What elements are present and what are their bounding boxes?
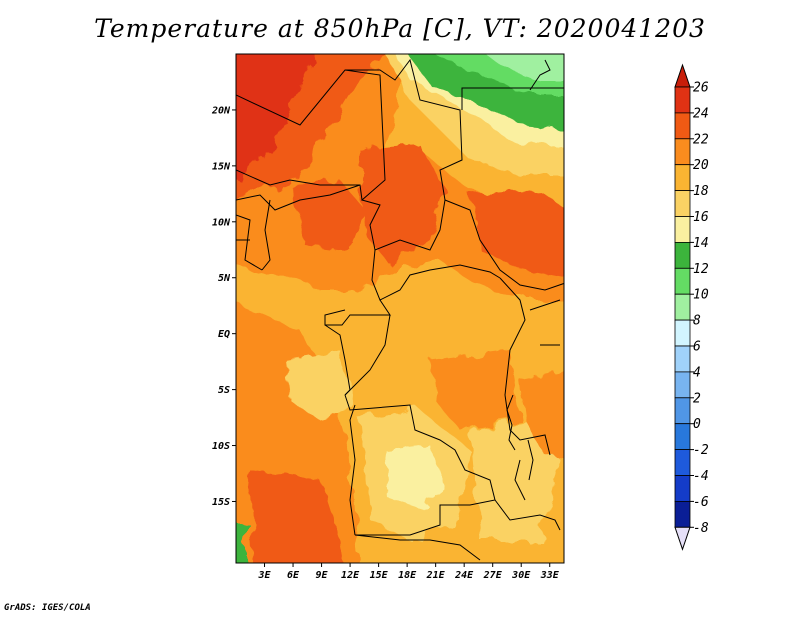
lat-tick-label: 15N (212, 161, 231, 172)
colorbar-bin (674, 319, 691, 347)
lat-tick-label: 5S (218, 385, 230, 396)
lat-ticks: 20N 15N 10N 5N EQ 5S 10S 15S (211, 105, 236, 508)
colorbar-bin (674, 267, 691, 295)
colorbar-label: 20 (693, 158, 709, 173)
lat-tick-label: 10N (212, 217, 231, 228)
colorbar-label: 8 (693, 314, 701, 329)
lat-tick-label: 20N (211, 105, 231, 116)
colorbar-label: 16 (693, 210, 709, 225)
colorbar-label: 24 (693, 106, 709, 121)
lon-tick-label: 24E (454, 570, 474, 581)
colorbar-max-arrow (674, 63, 691, 88)
plot-frame (235, 53, 565, 564)
lat-tick-label: 15S (212, 497, 230, 508)
colorbar-bin (674, 449, 691, 476)
colorbar-bin (674, 190, 691, 217)
colorbar-bin (674, 241, 691, 269)
colorbar-label: 12 (693, 262, 709, 277)
lon-tick-label: 18E (398, 570, 417, 581)
colorbar-bin (674, 86, 691, 114)
lat-tick-label: 10S (212, 441, 230, 452)
colorbar-bin (674, 475, 691, 502)
colorbar-label: 22 (693, 132, 709, 147)
colorbar-bin (674, 216, 691, 243)
colorbar-bin (674, 164, 691, 191)
lon-ticks: 3E 6E 9E 12E 15E 18E 21E 24E 27E 30E 33E (257, 563, 560, 581)
colorbar-label: 26 (693, 81, 709, 96)
grads-credit: GrADS: IGES/COLA (4, 603, 91, 613)
colorbar-label: -4 (693, 469, 709, 484)
lon-tick-label: 27E (483, 570, 503, 581)
lon-tick-label: 9E (316, 570, 329, 581)
colorbar-label: 4 (693, 365, 701, 380)
lon-tick-label: 30E (511, 570, 531, 581)
colorbar-label: 10 (693, 288, 709, 303)
colorbar-bin (674, 500, 691, 528)
colorbar-bin (674, 293, 691, 321)
colorbar-label: 2 (693, 391, 701, 406)
colorbar-bin (674, 397, 691, 425)
colorbar-label: 18 (693, 184, 709, 199)
lon-tick-label: 12E (341, 570, 360, 581)
lon-tick-label: 6E (287, 570, 300, 581)
temperature-field (236, 54, 564, 563)
lon-tick-label: 33E (540, 570, 560, 581)
lon-tick-label: 21E (426, 570, 446, 581)
colorbar-bin (674, 371, 691, 399)
colorbar-label: -8 (693, 521, 709, 536)
colorbar-label: -2 (693, 443, 709, 458)
colorbar-label: 14 (693, 236, 709, 251)
colorbar-label: -6 (693, 495, 709, 510)
lon-tick-label: 15E (370, 570, 389, 581)
colorbar-label: 0 (693, 417, 701, 432)
colorbar-min-arrow (674, 526, 691, 551)
lon-tick-label: 3E (257, 570, 271, 581)
lat-tick-label: 5N (218, 273, 231, 284)
colorbar-bin (674, 345, 691, 373)
colorbar-bin (674, 138, 691, 166)
lat-tick-label: EQ (218, 329, 230, 340)
colorbar-label: 6 (693, 340, 701, 355)
map-title: Temperature at 850hPa [C], VT: 202004120… (94, 14, 706, 43)
colorbar-bin (674, 112, 691, 140)
colorbar-bin (674, 423, 691, 451)
country-borders (236, 58, 564, 561)
